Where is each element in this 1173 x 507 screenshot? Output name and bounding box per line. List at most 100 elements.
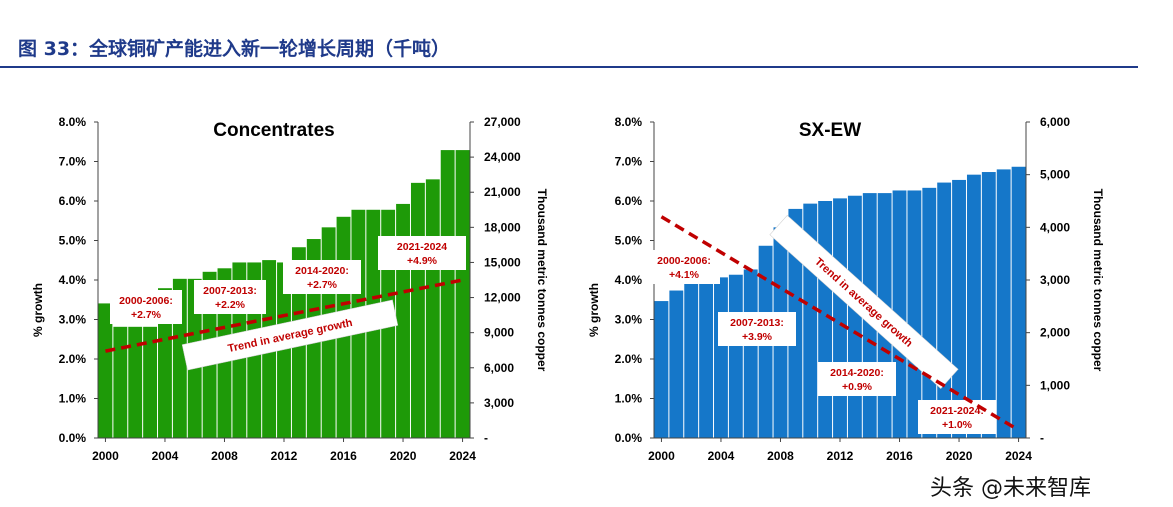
y-axis-title: % growth [31,283,45,337]
x-tick-label: 2008 [767,449,794,463]
segment-value: +4.9% [407,255,438,267]
segment-value: +2.2% [215,299,246,311]
left-tick-label: 6.0% [59,194,87,208]
y-axis-title: % growth [587,283,601,337]
right-tick-label: - [484,431,488,445]
bar-2000 [654,301,669,438]
bar-2002 [684,280,699,438]
bar-2020 [952,179,966,438]
concentrates-chart: Concentrates 0.0% 1.0% 2.0% 3.0% 4.0% 5.0% 6.0%… [31,115,549,463]
x-tick-label: 2004 [708,449,735,463]
bar-2013 [847,195,862,438]
right-tick-label: 27,000 [484,115,521,129]
left-tick-label: 2.0% [615,352,643,366]
bar-2005 [728,274,743,438]
left-tick-label: 0.0% [59,431,87,445]
bar-2006 [743,269,758,438]
left-tick-label: 8.0% [615,115,643,129]
right-tick-label: 6,000 [484,361,514,375]
segment-value: +2.7% [131,309,162,321]
bar-2012 [277,262,291,438]
left-tick-label: 7.0% [615,155,643,169]
trend-line [660,215,1020,432]
bar-2023 [440,150,455,438]
right-tick-label: 15,000 [484,255,521,269]
bar-2024 [1011,166,1026,438]
bar-2000 [98,303,113,438]
segment-period: 2007-2013: [730,317,784,329]
left-tick-label: 4.0% [59,273,87,287]
right-tick-label: 2,000 [1040,326,1070,340]
x-tick-label: 2016 [330,449,357,463]
left-tick-label: 3.0% [615,313,643,327]
segment-period: 2000-2006: [119,295,173,307]
segment-box [110,290,182,324]
x-tick-label: 2000 [648,449,675,463]
left-tick-label: 4.0% [615,273,643,287]
right-tick-label: 6,000 [1040,115,1070,129]
bar-2001 [113,326,128,438]
trend-band-box [181,299,399,371]
bar-2023 [996,169,1011,438]
bar-2021 [410,182,425,438]
sxew-chart: SX-EW 0.0% 1.0% 2.0% 3.0% 4.0% 5.0% 6.0% 7.0% 8.0… [587,115,1105,463]
segment-value: +3.9% [742,331,773,343]
segment-period: 2014-2020: [830,367,884,379]
bar-2001 [669,290,684,438]
left-tick-label: 2.0% [59,352,87,366]
right-tick-label: 12,000 [484,291,521,305]
segment-period: 2021-2024 [397,241,447,253]
segment-box [194,280,266,314]
x-tick-label: 2024 [1005,449,1032,463]
x-tick-label: 2016 [886,449,913,463]
left-tick-label: 5.0% [615,234,643,248]
right-tick-label: 4,000 [1040,220,1070,234]
x-tick-label: 2024 [449,449,476,463]
right-tick-label: 3,000 [1040,273,1070,287]
segment-box [648,250,720,284]
bar-2022 [981,172,996,438]
y2-axis-title: Thousand metric tonnes copper [535,189,549,372]
bar-2022 [425,179,440,438]
bar-2003 [143,326,158,438]
bar-2019 [937,182,952,438]
left-tick-label: 1.0% [59,392,87,406]
chart-title: Concentrates [213,120,334,141]
right-tick-label: 21,000 [484,185,521,199]
segment-box [818,362,896,396]
left-tick-label: 5.0% [59,234,87,248]
x-tick-label: 2012 [827,449,854,463]
left-tick-label: 1.0% [615,392,643,406]
bar-2003 [699,274,714,438]
x-tick-label: 2020 [946,449,973,463]
watermark: 头条 @未来智库 [930,476,1091,501]
right-tick-label: 24,000 [484,150,521,164]
segment-box [918,400,996,434]
x-tick-label: 2020 [390,449,417,463]
bar-2021 [966,174,981,438]
left-tick-label: 6.0% [615,194,643,208]
y2-axis-title: Thousand metric tonnes copper [1091,189,1105,372]
bar-2004 [714,277,728,438]
segment-box [718,312,796,346]
x-tick-label: 2004 [152,449,179,463]
segment-value: +0.9% [842,381,873,393]
segment-period: 2007-2013: [203,285,257,297]
right-tick-label: 1,000 [1040,378,1070,392]
trend-band-box [769,215,959,389]
bar-2012 [833,198,847,438]
left-tick-label: 0.0% [615,431,643,445]
bar-2016 [892,190,907,438]
title-divider [0,66,1138,68]
segment-value: +1.0% [942,419,973,431]
left-tick-label: 7.0% [59,155,87,169]
right-tick-label: 18,000 [484,220,521,234]
segment-period: 2000-2006: [657,255,711,267]
right-tick-label: - [1040,431,1044,445]
bar-2017 [907,190,922,438]
x-tick-label: 2012 [271,449,298,463]
x-tick-label: 2008 [211,449,238,463]
segment-value: +4.1% [669,269,700,281]
segment-box [283,260,361,294]
bar-2024 [455,150,470,438]
